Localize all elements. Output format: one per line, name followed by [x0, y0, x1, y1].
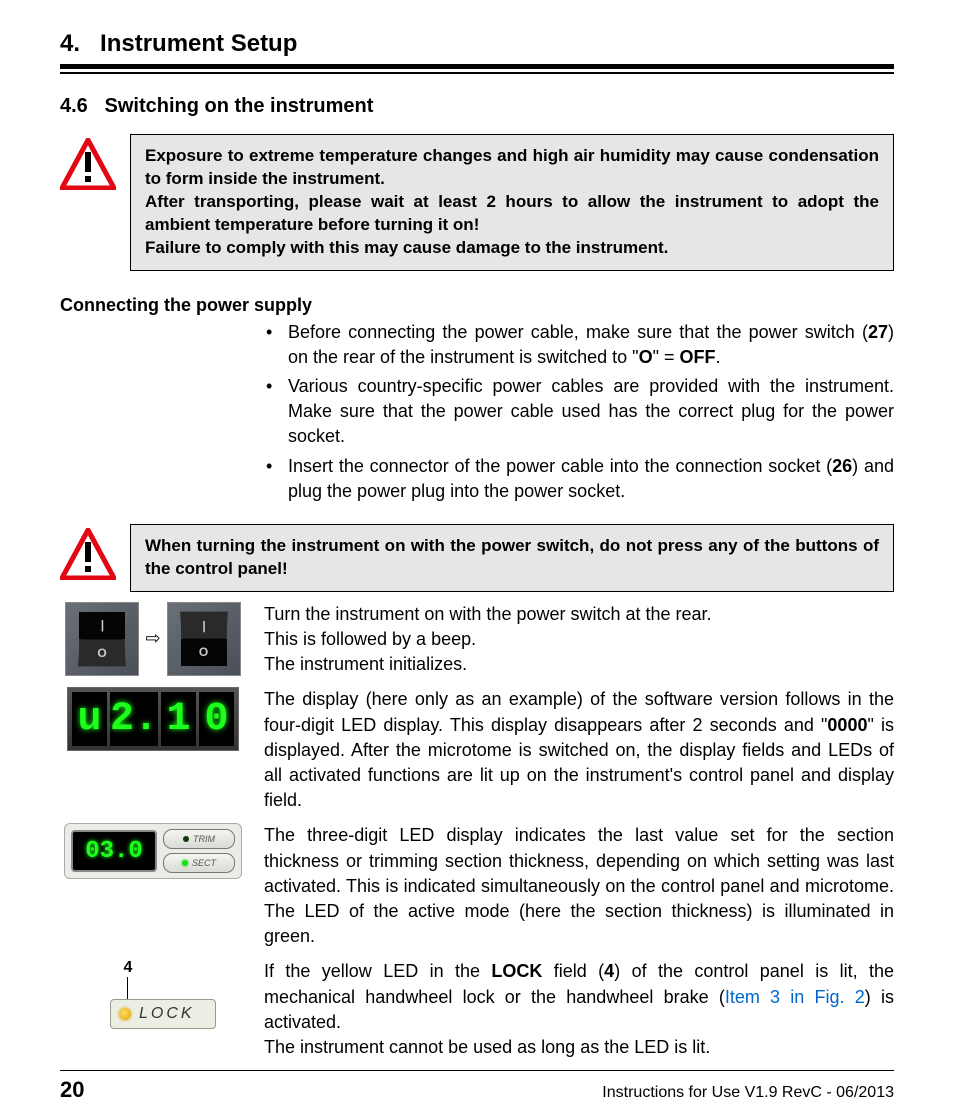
warning-2-text: When turning the instrument on with the …	[130, 524, 894, 592]
lock-led-icon	[119, 1008, 131, 1020]
power-switch-off-image: |O	[65, 602, 139, 676]
row-section-thickness: 03.0 TRIM SECT The three-digit LED displ…	[60, 823, 894, 949]
chapter-header: 4. Instrument Setup	[60, 30, 894, 69]
para-switch: Turn the instrument on with the power sw…	[264, 602, 894, 678]
row-lock: 4 LOCK If the yellow LED in the LOCK fie…	[60, 959, 894, 1060]
page-number: 20	[60, 1077, 84, 1103]
warning-1: Exposure to extreme temperature changes …	[60, 134, 894, 271]
section-name: Switching on the instrument	[104, 95, 373, 117]
lock-panel-image: LOCK	[110, 999, 216, 1029]
warning-triangle-icon	[60, 528, 116, 580]
chapter-number: 4.	[60, 30, 80, 57]
warning-2: When turning the instrument on with the …	[60, 524, 894, 592]
bullet-item: Before connecting the power cable, make …	[260, 320, 894, 370]
callout-line	[127, 977, 129, 999]
led-digit: 1	[161, 692, 196, 746]
arrow-right-icon: ⇨	[145, 628, 160, 649]
row-switches: |O ⇨ |O Turn the instrument on with the …	[60, 602, 894, 678]
subheading-power-supply: Connecting the power supply	[60, 295, 894, 316]
chapter-title: Instrument Setup	[100, 30, 297, 57]
section-thickness-panel-image: 03.0 TRIM SECT	[64, 823, 242, 879]
warning-triangle-icon	[60, 138, 116, 190]
led-digit: 2.	[110, 692, 158, 746]
power-switch-on-image: |O	[167, 602, 241, 676]
bullet-item: Insert the connector of the power cable …	[260, 454, 894, 504]
bullet-item: Various country-specific power cables ar…	[260, 374, 894, 450]
section-number: 4.6	[60, 95, 88, 117]
para-lock: If the yellow LED in the LOCK field (4) …	[264, 959, 894, 1060]
lock-callout-number: 4	[124, 959, 133, 977]
para-section-thickness: The three-digit LED display indicates th…	[264, 823, 894, 949]
section-title: 4.6 Switching on the instrument	[60, 95, 894, 118]
bullet-list: Before connecting the power cable, make …	[260, 320, 894, 508]
trim-button-image: TRIM	[163, 829, 235, 849]
para-version: The display (here only as an example) of…	[264, 687, 894, 813]
four-digit-led-image: u 2. 1 0	[67, 687, 239, 751]
three-digit-led: 03.0	[71, 830, 157, 872]
led-digit: 0	[199, 692, 234, 746]
row-version-led: u 2. 1 0 The display (here only as an ex…	[60, 687, 894, 813]
sect-button-image: SECT	[163, 853, 235, 873]
led-digit: u	[72, 692, 107, 746]
page-footer: 20 Instructions for Use V1.9 RevC - 06/2…	[60, 1070, 894, 1103]
lock-label: LOCK	[139, 1005, 195, 1023]
warning-1-text: Exposure to extreme temperature changes …	[130, 134, 894, 271]
footer-text: Instructions for Use V1.9 RevC - 06/2013	[602, 1084, 894, 1102]
